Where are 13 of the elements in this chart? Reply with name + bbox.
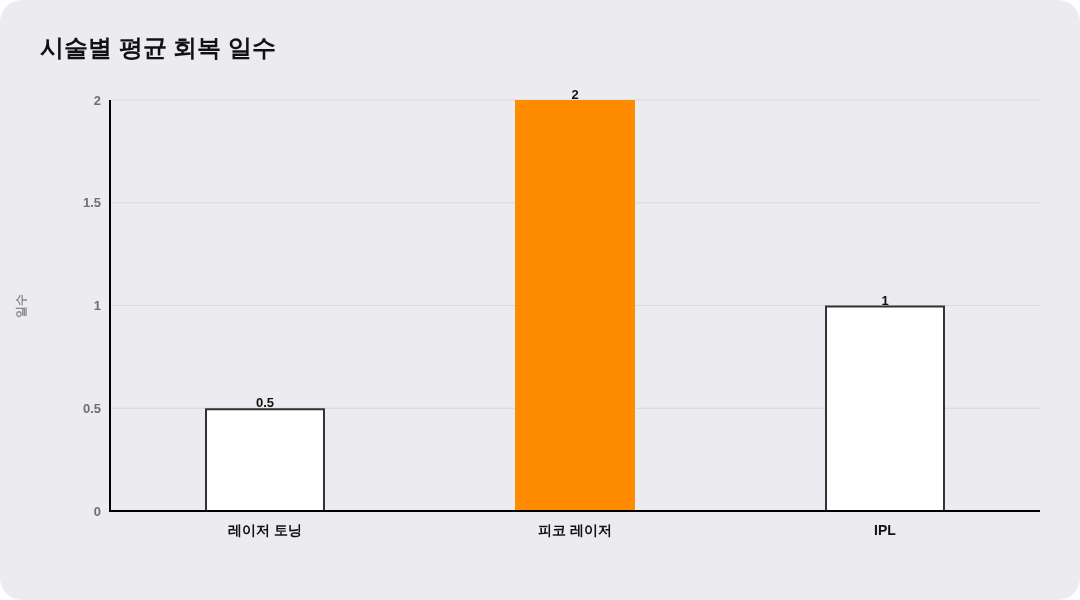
title: 시술별 평균 회복 일수	[40, 34, 276, 61]
xtick: 피코 레이저	[538, 522, 612, 538]
xtick: 레이저 토닝	[228, 522, 302, 538]
ytick: 1.5	[82, 195, 101, 211]
ylabel: 일수	[14, 293, 28, 318]
data-label: 0.5	[255, 395, 275, 411]
ytick: 0.5	[82, 400, 101, 416]
data-label: 1	[881, 292, 889, 308]
xtick: IPL	[874, 522, 896, 538]
ytick: 0	[93, 503, 101, 519]
ytick: 2	[93, 92, 101, 108]
data-label: 2	[571, 87, 579, 102]
ytick: 1	[93, 298, 101, 313]
